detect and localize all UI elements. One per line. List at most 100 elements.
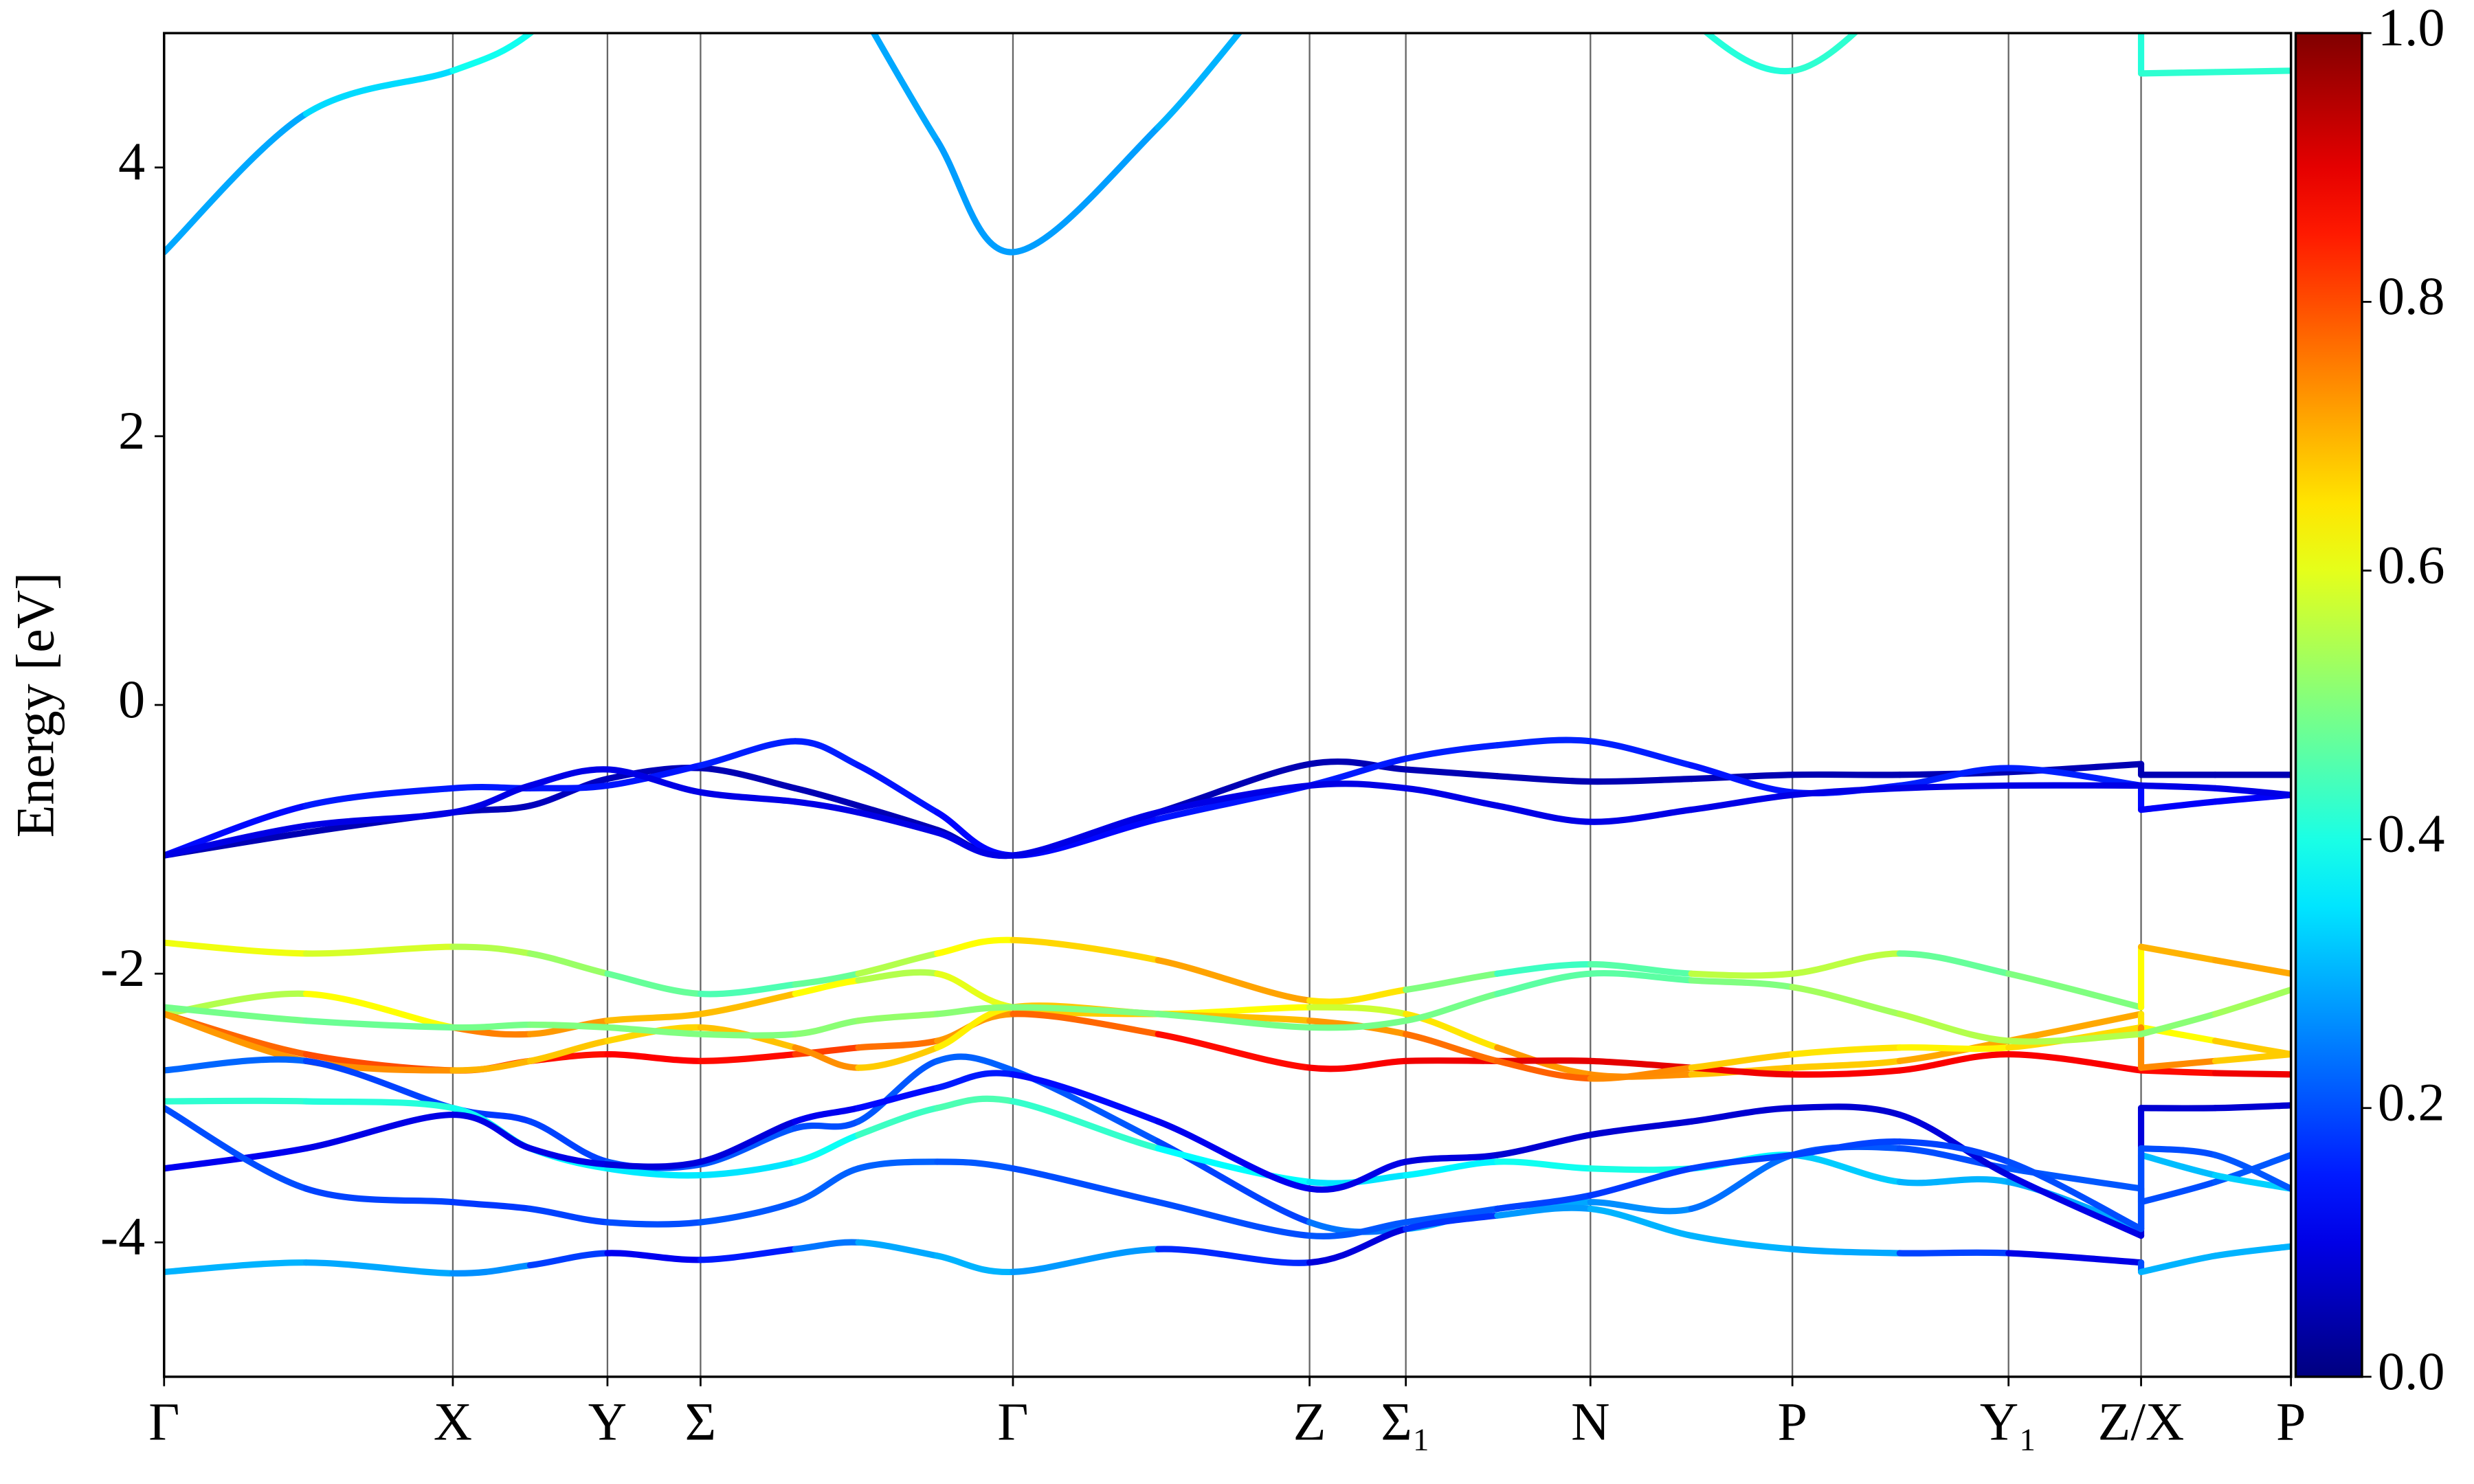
x-tick-label: Y: [588, 1391, 627, 1451]
band-segment: [1789, 950, 1903, 977]
band-segment: [1896, 1011, 2012, 1044]
band-segment: [934, 137, 1016, 256]
band-segment: [1494, 1204, 1594, 1219]
band-segment: [1688, 1151, 1796, 1172]
band-segment: [1010, 124, 1161, 256]
band-segment: [870, 33, 941, 144]
band-segment: [1789, 1246, 1903, 1257]
y-tick-label: 4: [118, 132, 145, 192]
x-tick-label: X: [434, 1391, 472, 1451]
band-segment: [449, 1261, 534, 1277]
band-segment: [1494, 1132, 1594, 1158]
band-segment: [1403, 766, 1501, 780]
band-segment: [1688, 1105, 1796, 1125]
band-segment: [792, 1132, 862, 1165]
band-segment: [697, 789, 799, 805]
band-segment: [1155, 1031, 1313, 1071]
band-segment: [1896, 1050, 2012, 1074]
x-tick-label: Y₁: [1980, 1391, 2038, 1451]
band-segment: [855, 809, 941, 836]
band-segment: [1896, 950, 2012, 977]
band-segment: [792, 798, 862, 816]
band-segment: [1306, 1057, 1409, 1072]
band-segment: [1010, 1004, 1161, 1018]
band-segment: [792, 1018, 862, 1037]
band-segment: [1403, 1212, 1501, 1233]
band-segment: [1306, 1158, 1409, 1193]
band-segment: [1155, 1246, 1313, 1266]
band-segment: [1688, 762, 1796, 796]
band-segment: [1494, 1057, 1594, 1082]
band-segment: [855, 762, 941, 816]
band-segment: [1306, 1226, 1409, 1266]
band-segment: [1306, 1018, 1409, 1031]
band-segment: [526, 1205, 611, 1226]
band-segment: [1155, 782, 1313, 816]
band-segment: [2137, 943, 2219, 964]
band-segment: [1587, 1118, 1695, 1138]
band-segment: [2211, 957, 2291, 977]
band-segment: [697, 1246, 799, 1263]
band-segment: [1155, 1011, 1313, 1031]
band-segment: [855, 1105, 941, 1138]
band-segment: [1587, 807, 1695, 825]
band-segment: [1587, 1199, 1695, 1215]
band-segment: [1896, 1111, 2012, 1179]
x-tick-label: P: [1777, 1391, 1807, 1451]
band-segment: [934, 829, 1016, 859]
x-tick-label: Σ: [685, 1391, 716, 1451]
band-segment: [2005, 1158, 2145, 1233]
colorbar-tick-label: 0.8: [2378, 266, 2445, 326]
band-segment: [1155, 1118, 1313, 1192]
y-axis-label: Energy [eV]: [5, 572, 65, 837]
band-segment: [1587, 776, 1695, 785]
band-segment: [1306, 1004, 1409, 1018]
band-segment: [1789, 1138, 1903, 1158]
band-segment: [526, 766, 611, 789]
x-tick-label: Z/X: [2098, 1391, 2185, 1451]
band-segment: [697, 981, 799, 998]
colorbar-tick-label: 0.2: [2378, 1072, 2445, 1132]
band-segment: [855, 969, 941, 984]
band-segment: [934, 1070, 1016, 1092]
band-segment: [604, 970, 704, 998]
band-segment: [449, 33, 534, 74]
band-segment: [1403, 742, 1501, 762]
band-segment: [2137, 782, 2219, 791]
band-segment: [697, 1199, 799, 1226]
band-segment: [697, 1158, 799, 1179]
band-segment: [526, 1250, 611, 1269]
band-segment: [302, 1098, 456, 1112]
band-segment: [1403, 970, 1501, 993]
band-segment: [1494, 802, 1594, 825]
band-segment: [1896, 1138, 2012, 1165]
band-segment: [1789, 1067, 1903, 1078]
band-segment: [697, 1031, 799, 1039]
band-segment: [1688, 1050, 1796, 1071]
band-segment: [604, 1158, 704, 1170]
band-segment: [697, 1118, 799, 1165]
band-segment: [697, 1050, 799, 1064]
x-tick-label: Γ: [997, 1391, 1028, 1451]
band-segment: [1688, 977, 1796, 991]
band-segment: [2005, 1171, 2145, 1239]
band-segment: [2211, 1070, 2291, 1078]
band-segment: [449, 1199, 534, 1213]
band-segment: [302, 809, 456, 829]
band-segment: [2137, 798, 2219, 813]
band-segment: [1403, 785, 1501, 809]
colorbar-tick-label: 1.0: [2378, 0, 2445, 57]
band-segment: [934, 1252, 1016, 1275]
band-segment: [1403, 1151, 1501, 1165]
band-segment: [164, 1056, 310, 1074]
band-segment: [1403, 1031, 1501, 1064]
band-segment: [855, 1044, 941, 1071]
band-segment: [2137, 1178, 2219, 1206]
band-segment: [2137, 69, 2219, 77]
band-segment: [1403, 990, 1501, 1024]
band-segment: [164, 1105, 310, 1192]
band-segment: [934, 1095, 1016, 1112]
band-segment: [604, 1165, 704, 1179]
